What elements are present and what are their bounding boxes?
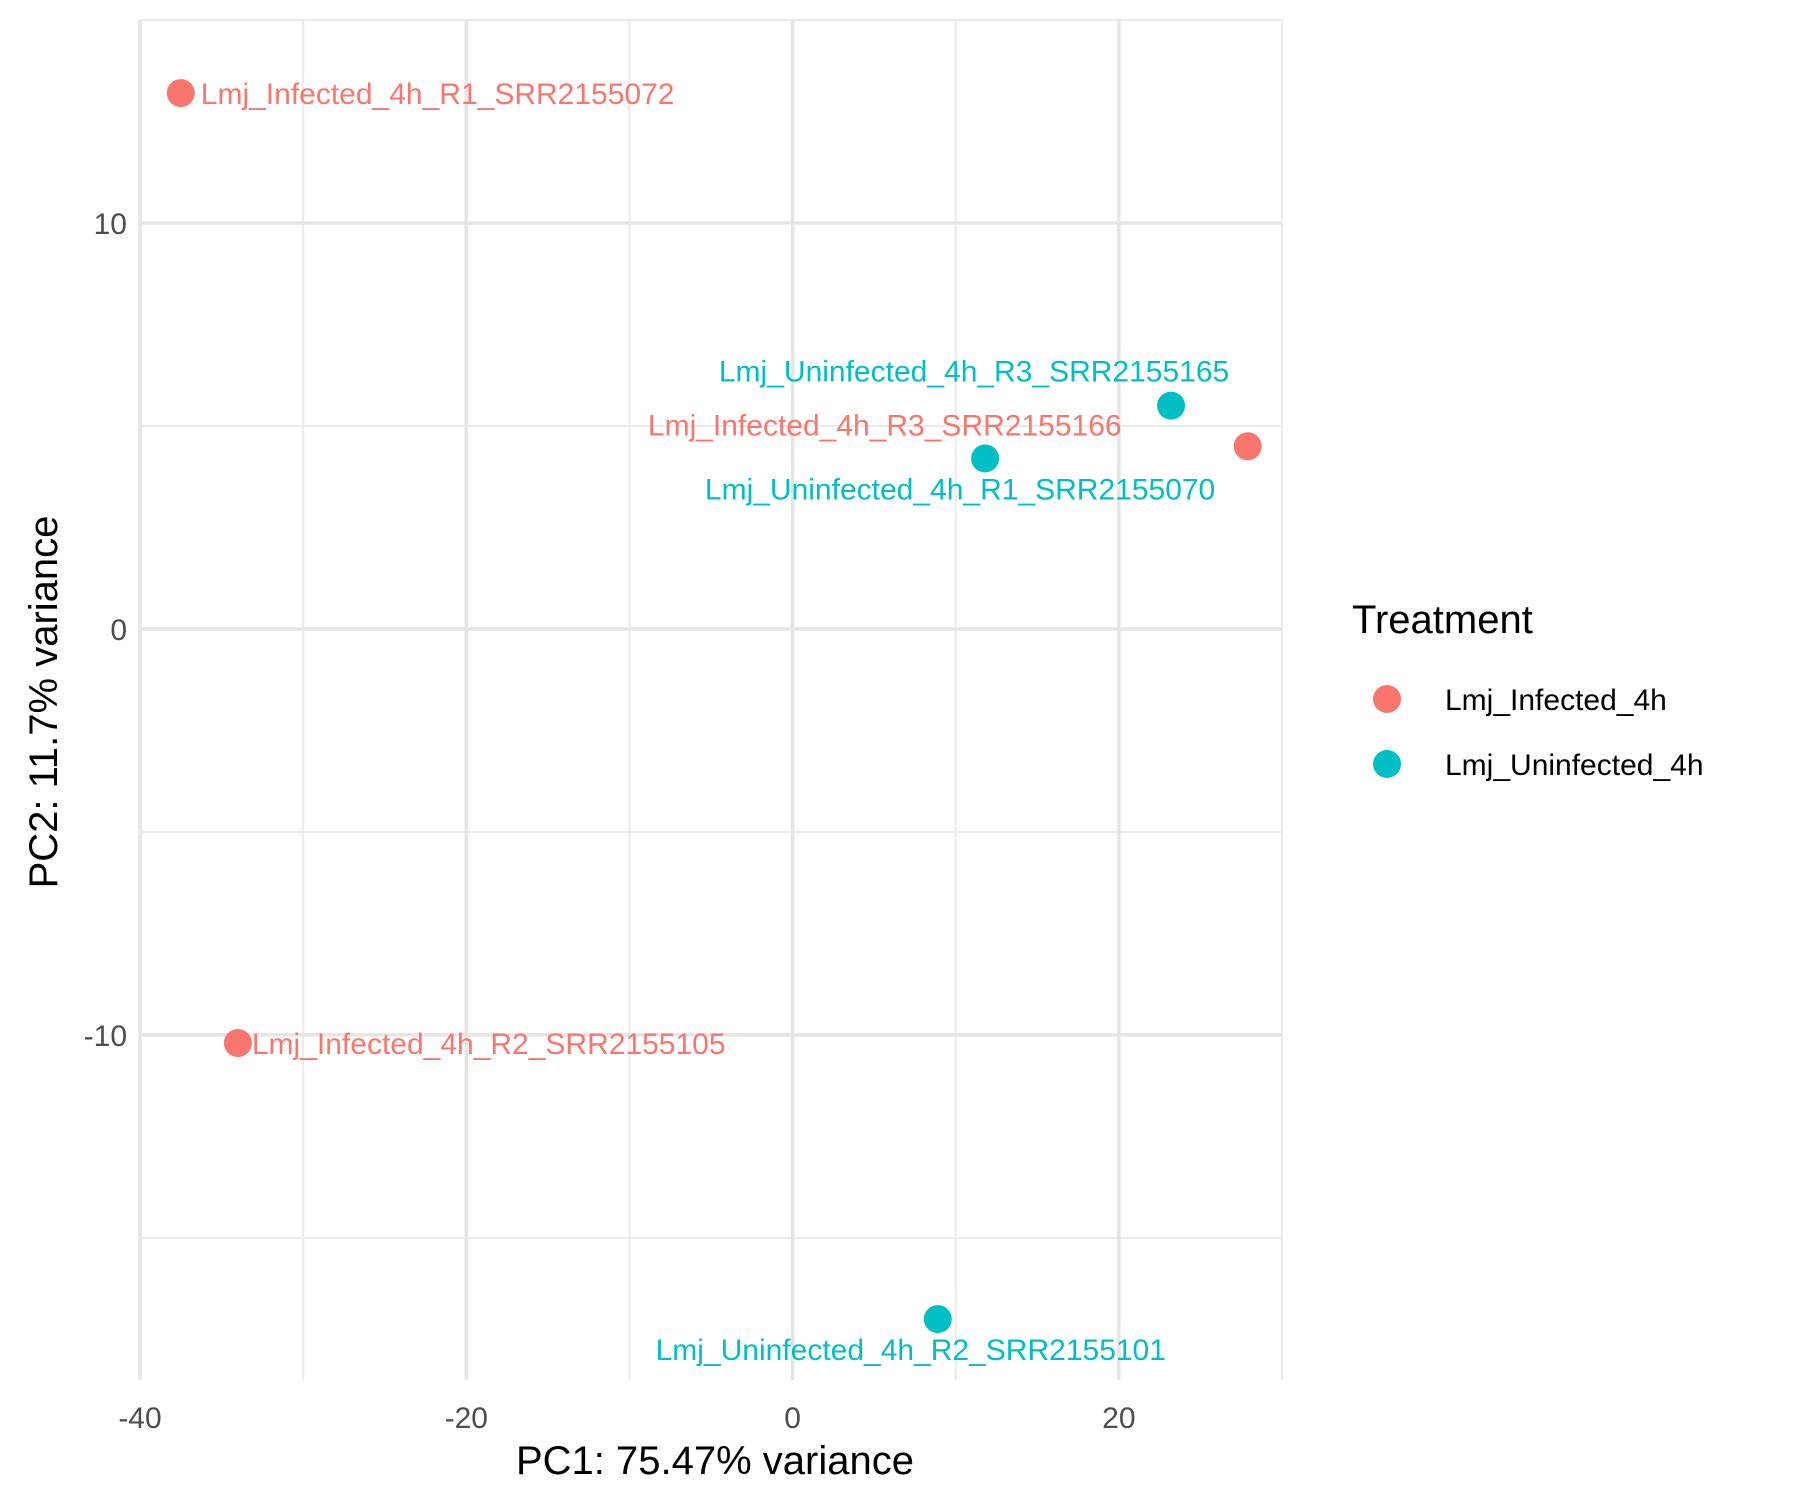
major-gridlines (138, 20, 1282, 1380)
x-tick-label: -40 (118, 1402, 161, 1435)
data-point (923, 1305, 952, 1334)
x-tick-label: -20 (445, 1402, 488, 1435)
data-point (971, 444, 1000, 473)
point-label: Lmj_Uninfected_4h_R2_SRR2155101 (656, 1334, 1166, 1367)
data-point (1157, 391, 1186, 420)
y-tick-label: 10 (94, 208, 127, 241)
data-point (1233, 432, 1262, 461)
data-point (166, 79, 195, 108)
y-axis-ticks: -10 0 10 (84, 208, 127, 1053)
legend-label: Lmj_Infected_4h (1445, 684, 1667, 717)
data-points (166, 79, 1262, 1334)
x-tick-label: 0 (784, 1402, 801, 1435)
y-tick-label: 0 (110, 614, 127, 647)
minor-gridlines (140, 19, 1283, 1380)
point-label: Lmj_Infected_4h_R3_SRR2155166 (648, 409, 1122, 442)
legend-label: Lmj_Uninfected_4h (1445, 749, 1704, 782)
legend-title: Treatment (1352, 598, 1533, 642)
point-labels: Lmj_Infected_4h_R1_SRR2155072 Lmj_Infecte… (201, 78, 1229, 1367)
y-axis-title: PC2: 11.7% variance (22, 516, 66, 889)
x-axis-title: PC1: 75.47% variance (516, 1439, 914, 1483)
point-label: Lmj_Uninfected_4h_R3_SRR2155165 (719, 356, 1229, 389)
data-point (223, 1029, 252, 1058)
legend-entries: Lmj_Infected_4h Lmj_Uninfected_4h (1373, 684, 1704, 782)
legend-key (1373, 685, 1401, 713)
point-label: Lmj_Infected_4h_R2_SRR2155105 (252, 1028, 726, 1061)
point-label: Lmj_Infected_4h_R1_SRR2155072 (201, 78, 675, 111)
legend: Treatment Lmj_Infected_4h Lmj_Uninfected_… (1352, 598, 1704, 782)
x-axis-ticks: -40 -20 0 20 (118, 1402, 1135, 1435)
legend-key (1373, 750, 1401, 778)
y-tick-label: -10 (84, 1020, 127, 1053)
point-label: Lmj_Uninfected_4h_R1_SRR2155070 (705, 473, 1215, 506)
x-tick-label: 20 (1102, 1402, 1135, 1435)
